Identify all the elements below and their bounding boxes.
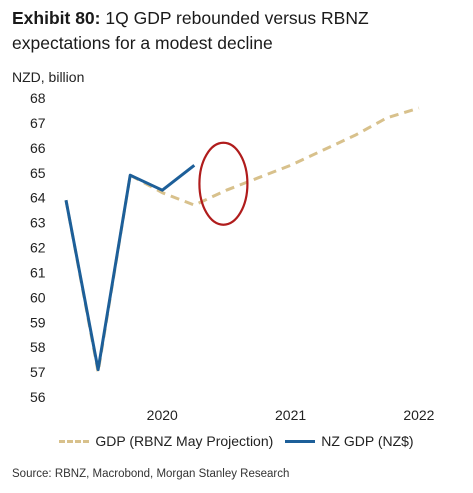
exhibit-label: Exhibit 80: xyxy=(12,8,101,28)
legend-label-actual: NZ GDP (NZ$) xyxy=(321,433,414,449)
y-tick-label: 66 xyxy=(30,140,46,156)
gdp-line-chart: NZD, billion 56575859606162636465666768 … xyxy=(12,69,435,423)
x-axis-ticks: 2020 2021 2022 xyxy=(147,407,435,423)
y-tick-label: 65 xyxy=(30,165,46,181)
y-tick-label: 58 xyxy=(30,339,46,355)
legend-item-actual: NZ GDP (NZ$) xyxy=(285,433,414,449)
y-tick-label: 68 xyxy=(30,90,46,106)
series-line-actual xyxy=(64,164,196,372)
y-axis-ticks: 56 57 58 59 60 61 62 63 64 65 66 67 68 xyxy=(30,90,46,405)
legend: GDP (RBNZ May Projection) NZ GDP (NZ$) xyxy=(0,430,473,452)
y-tick-label: 57 xyxy=(30,364,46,380)
highlight-ellipse xyxy=(198,141,249,226)
y-tick-label: 62 xyxy=(30,240,46,256)
legend-item-projection: GDP (RBNZ May Projection) xyxy=(59,433,273,449)
y-axis-label: NZD, billion xyxy=(12,69,84,85)
y-tick-label: 63 xyxy=(30,215,46,231)
y-tick-label: 60 xyxy=(30,289,46,305)
y-tick-label: 61 xyxy=(30,264,46,280)
legend-swatch-projection xyxy=(59,439,90,443)
x-tick-label: 2022 xyxy=(403,407,434,423)
series-layer xyxy=(64,106,420,374)
y-tick-label: 64 xyxy=(30,190,46,206)
series-line-projection xyxy=(64,106,420,374)
annotation-layer xyxy=(198,141,249,226)
legend-swatch-actual xyxy=(285,439,316,443)
x-tick-label: 2020 xyxy=(147,407,178,423)
chart-title: Exhibit 80: 1Q GDP rebounded versus RBNZ… xyxy=(12,6,467,56)
y-tick-label: 56 xyxy=(30,389,46,405)
source-note: Source: RBNZ, Macrobond, Morgan Stanley … xyxy=(12,468,290,480)
y-tick-label: 59 xyxy=(30,314,46,330)
y-tick-label: 67 xyxy=(30,115,46,131)
x-tick-label: 2021 xyxy=(275,407,306,423)
legend-label-projection: GDP (RBNZ May Projection) xyxy=(95,433,274,449)
title-text: 1Q GDP rebounded versus RBNZ expectation… xyxy=(12,8,369,53)
